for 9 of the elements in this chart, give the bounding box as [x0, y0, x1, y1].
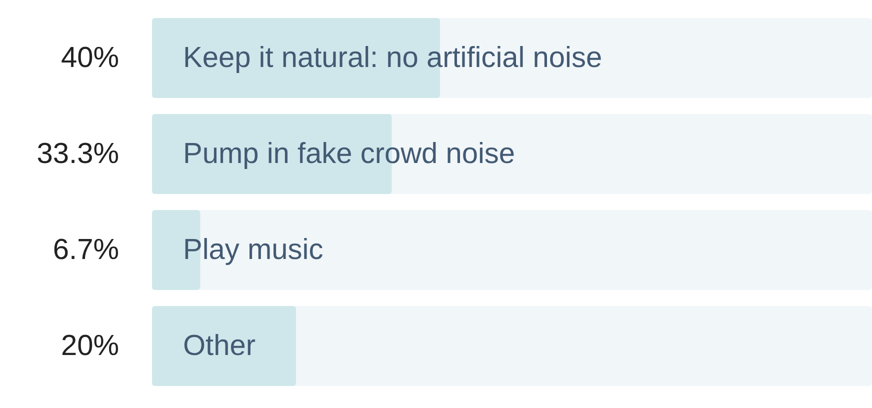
- y-tick-label: Keep it natural: no artificial noise: [183, 42, 602, 74]
- y-tick-label: Other: [183, 330, 256, 362]
- data-label: 20%: [60, 330, 119, 362]
- bar: [152, 306, 296, 386]
- data-label: 40%: [60, 42, 119, 74]
- data-label: 33.3%: [36, 138, 119, 170]
- data-label: 6.7%: [52, 234, 119, 266]
- y-tick-label: Play music: [183, 234, 324, 266]
- y-tick-label: Pump in fake crowd noise: [183, 138, 516, 170]
